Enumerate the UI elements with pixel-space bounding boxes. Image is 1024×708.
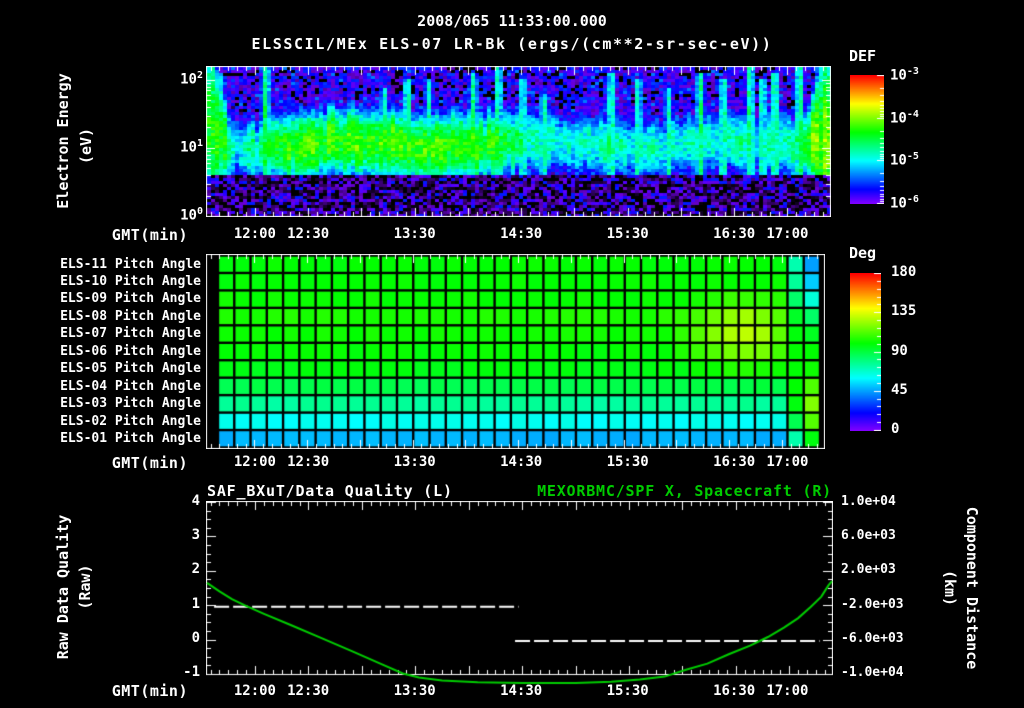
- pitch-time-tick-label: 13:30: [393, 454, 436, 470]
- line-time-tick-label: 17:00: [766, 683, 809, 699]
- line-left-y-axis-units: (Raw): [76, 564, 94, 610]
- pitch-row-label: ELS-02 Pitch Angle: [60, 413, 201, 429]
- spectrogram-y-tick-label: 101: [180, 138, 203, 156]
- line-time-tick-label: 16:30: [713, 683, 756, 699]
- spectrogram-time-tick-label: 15:30: [606, 226, 649, 242]
- deg-colorbar-tick-label: 45: [891, 381, 908, 398]
- line-left-y-tick-label: -1: [183, 664, 200, 680]
- pitch-time-tick-label: 15:30: [606, 454, 649, 470]
- line-left-y-tick-label: 3: [191, 527, 200, 544]
- line-right-y-tick-label: 1.0e+04: [841, 494, 896, 509]
- spectrogram-y-axis-units: (eV): [77, 127, 95, 165]
- spectrogram-time-tick-label: 17:00: [766, 226, 809, 242]
- pitch-time-tick-label: 16:30: [713, 454, 756, 470]
- line-time-tick-label: 15:30: [606, 683, 649, 699]
- deg-colorbar-tick-label: 135: [891, 303, 917, 320]
- deg-colorbar-title: Deg: [849, 244, 877, 262]
- def-colorbar-title: DEF: [849, 47, 877, 65]
- pitch-time-tick-label: 12:00: [233, 454, 276, 470]
- line-time-tick-label: 12:00: [233, 683, 276, 699]
- line-right-y-tick-label: -6.0e+03: [841, 630, 904, 646]
- pitch-row-label: ELS-01 Pitch Angle: [60, 431, 201, 446]
- line-panel-left-title: SAF_BXuT/Data Quality (L): [207, 482, 453, 500]
- pitch-row-label: ELS-04 Pitch Angle: [60, 378, 201, 394]
- spectrogram-time-tick-label: 12:00: [233, 226, 276, 242]
- line-left-y-tick-label: 0: [191, 629, 200, 646]
- deg-colorbar-tick-label: 0: [891, 421, 900, 437]
- pitch-row-label: ELS-11 Pitch Angle: [60, 256, 201, 272]
- line-panel-right-title: MEXORBMC/SPF X, Spacecraft (R): [537, 482, 832, 500]
- pitch-row-label: ELS-07 Pitch Angle: [60, 326, 201, 342]
- pitch-time-tick-label: 14:30: [500, 454, 543, 470]
- line-right-y-tick-label: 2.0e+03: [841, 562, 896, 578]
- pitch-row-label: ELS-05 Pitch Angle: [60, 361, 201, 377]
- line-left-y-axis-label: Raw Data Quality: [54, 514, 72, 660]
- line-x-axis-label: GMT(min): [111, 682, 188, 700]
- plot-timestamp: 2008/065 11:33:00.000: [417, 12, 607, 30]
- pitch-row-label: ELS-03 Pitch Angle: [60, 396, 201, 412]
- def-colorbar-tick-label: 10-5: [890, 151, 919, 169]
- line-left-y-tick-label: 4: [191, 493, 200, 509]
- spectrogram-y-tick-label: 100: [180, 206, 203, 224]
- spectrogram-y-tick-label: 102: [180, 70, 203, 88]
- pitch-row-label: ELS-10 Pitch Angle: [60, 273, 201, 289]
- line-right-y-axis-units: (km): [941, 569, 959, 607]
- deg-colorbar: [850, 273, 881, 431]
- def-colorbar: [850, 75, 884, 204]
- line-right-y-tick-label: -1.0e+04: [841, 665, 904, 680]
- pitch-row-label: ELS-06 Pitch Angle: [60, 343, 201, 359]
- spectrogram-time-tick-label: 16:30: [713, 226, 756, 242]
- line-right-y-tick-label: 6.0e+03: [841, 528, 896, 544]
- pitch-time-tick-label: 12:30: [287, 454, 330, 470]
- line-left-y-tick-label: 2: [191, 561, 200, 578]
- spectrogram-y-axis-label: Electron Energy: [54, 73, 72, 209]
- pitch-time-tick-label: 17:00: [766, 454, 809, 470]
- line-time-tick-label: 13:30: [393, 683, 436, 699]
- spectrogram-time-tick-label: 13:30: [393, 226, 436, 242]
- def-colorbar-tick-label: 10-3: [890, 66, 919, 84]
- def-colorbar-tick-label: 10-4: [890, 108, 919, 127]
- spectrogram-time-tick-label: 14:30: [500, 226, 543, 242]
- deg-colorbar-tick-label: 90: [891, 342, 908, 359]
- pitch-row-label: ELS-09 Pitch Angle: [60, 291, 201, 307]
- line-left-y-tick-label: 1: [191, 595, 200, 612]
- line-chart: [206, 501, 833, 691]
- line-right-y-tick-label: -2.0e+03: [841, 596, 904, 612]
- spectrogram-time-tick-label: 12:30: [287, 226, 330, 242]
- line-time-tick-label: 14:30: [500, 683, 543, 699]
- deg-colorbar-tick-label: 180: [891, 264, 917, 280]
- pitch-angle-heatmap: [206, 254, 825, 449]
- spectrogram-heatmap: [206, 66, 831, 217]
- line-time-tick-label: 12:30: [287, 683, 330, 699]
- line-right-y-axis-label: Component Distance: [963, 506, 981, 670]
- pitch-row-label: ELS-08 Pitch Angle: [60, 308, 201, 324]
- plot-title: ELSSCIL/MEx ELS-07 LR-Bk (ergs/(cm**2-sr…: [251, 35, 773, 53]
- spectrogram-x-axis-label: GMT(min): [111, 226, 188, 244]
- def-colorbar-tick-label: 10-6: [890, 194, 919, 212]
- pitch-x-axis-label: GMT(min): [111, 454, 188, 472]
